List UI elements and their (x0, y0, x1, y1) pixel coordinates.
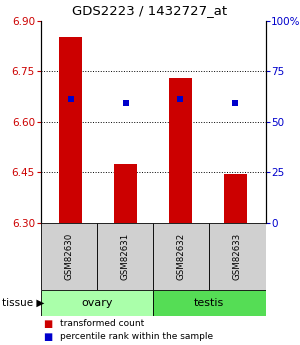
Bar (97, 223, 153, 290)
Text: GSM82632: GSM82632 (177, 233, 186, 280)
Text: GDS2223 / 1432727_at: GDS2223 / 1432727_at (72, 4, 228, 17)
Text: tissue ▶: tissue ▶ (2, 298, 44, 308)
Bar (169, 78, 192, 223)
Text: percentile rank within the sample: percentile rank within the sample (60, 332, 213, 341)
Text: ■: ■ (44, 332, 53, 342)
Text: GSM82633: GSM82633 (233, 233, 242, 280)
Text: transformed count: transformed count (60, 319, 144, 328)
Bar (40, 223, 97, 290)
Bar (59, 37, 82, 223)
Bar (153, 290, 266, 316)
Text: ■: ■ (44, 319, 53, 329)
Bar (209, 223, 266, 290)
Bar (114, 164, 137, 223)
Bar (40, 290, 153, 316)
Text: GSM82631: GSM82631 (120, 233, 129, 280)
Text: GSM82630: GSM82630 (64, 233, 73, 280)
Bar (153, 223, 209, 290)
Text: ovary: ovary (81, 298, 112, 308)
Text: testis: testis (194, 298, 224, 308)
Bar (224, 174, 247, 223)
